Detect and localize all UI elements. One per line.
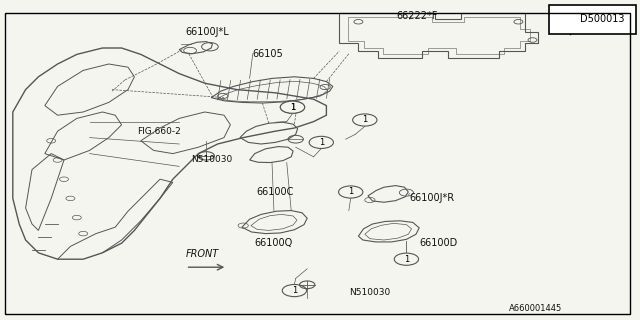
Text: A660001445: A660001445: [509, 304, 562, 313]
Text: 1: 1: [319, 138, 324, 147]
Circle shape: [353, 114, 377, 126]
Text: 1: 1: [362, 116, 367, 124]
Text: 1: 1: [557, 15, 562, 24]
Text: 66100D: 66100D: [419, 238, 458, 248]
Circle shape: [309, 136, 333, 148]
Text: 66100J*R: 66100J*R: [410, 193, 455, 204]
Circle shape: [339, 186, 363, 198]
Text: 66100C: 66100C: [256, 187, 293, 197]
Circle shape: [394, 253, 419, 265]
Text: 1: 1: [290, 103, 295, 112]
Text: 66100Q: 66100Q: [255, 238, 293, 248]
Text: D500013: D500013: [580, 14, 625, 24]
Circle shape: [550, 14, 569, 24]
Text: FRONT: FRONT: [186, 249, 219, 259]
Text: 1: 1: [290, 103, 295, 112]
FancyBboxPatch shape: [549, 5, 636, 34]
Text: 1: 1: [292, 286, 297, 295]
Text: FIG.660-2: FIG.660-2: [138, 127, 181, 136]
Text: 66105: 66105: [253, 49, 284, 60]
Text: N510030: N510030: [349, 288, 390, 297]
Text: N510030: N510030: [191, 156, 232, 164]
Circle shape: [280, 101, 305, 113]
Text: 66100J*L: 66100J*L: [186, 27, 229, 37]
Text: 1: 1: [348, 188, 353, 196]
Text: 66222*F: 66222*F: [397, 11, 438, 21]
Circle shape: [282, 284, 307, 297]
Text: 1: 1: [404, 255, 409, 264]
Circle shape: [280, 101, 305, 113]
